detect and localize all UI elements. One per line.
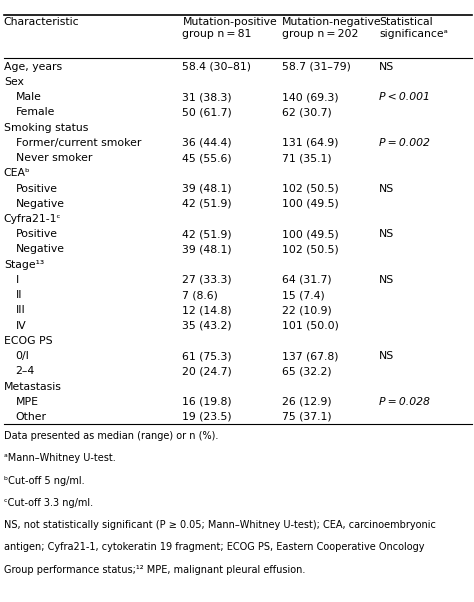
Text: Female: Female	[16, 107, 55, 117]
Text: I: I	[16, 275, 19, 285]
Text: 45 (55.6): 45 (55.6)	[182, 153, 232, 163]
Text: Data presented as median (range) or n (%).: Data presented as median (range) or n (%…	[4, 431, 218, 441]
Text: Former/current smoker: Former/current smoker	[16, 138, 141, 148]
Text: 12 (14.8): 12 (14.8)	[182, 305, 232, 315]
Text: Positive: Positive	[16, 229, 58, 239]
Text: MPE: MPE	[16, 397, 39, 407]
Text: Positive: Positive	[16, 184, 58, 194]
Text: P < 0.001: P < 0.001	[379, 92, 430, 102]
Text: 140 (69.3): 140 (69.3)	[282, 92, 338, 102]
Text: 62 (30.7): 62 (30.7)	[282, 107, 332, 117]
Text: 75 (37.1): 75 (37.1)	[282, 412, 332, 422]
Text: NS: NS	[379, 275, 394, 285]
Text: Negative: Negative	[16, 244, 64, 255]
Text: NS: NS	[379, 351, 394, 361]
Text: Age, years: Age, years	[4, 62, 62, 72]
Text: Mutation-negative
group n = 202: Mutation-negative group n = 202	[282, 17, 382, 39]
Text: 101 (50.0): 101 (50.0)	[282, 321, 339, 330]
Text: 39 (48.1): 39 (48.1)	[182, 244, 232, 255]
Text: NS: NS	[379, 184, 394, 194]
Text: 58.4 (30–81): 58.4 (30–81)	[182, 62, 252, 72]
Text: Other: Other	[16, 412, 46, 422]
Text: NS: NS	[379, 229, 394, 239]
Text: NS, not statistically significant (P ≥ 0.05; Mann–Whitney U-test); CEA, carcinoe: NS, not statistically significant (P ≥ 0…	[4, 520, 436, 530]
Text: 0/I: 0/I	[16, 351, 29, 361]
Text: 65 (32.2): 65 (32.2)	[282, 366, 332, 376]
Text: 39 (48.1): 39 (48.1)	[182, 184, 232, 194]
Text: ᵇCut-off 5 ng/ml.: ᵇCut-off 5 ng/ml.	[4, 476, 84, 486]
Text: Male: Male	[16, 92, 42, 102]
Text: 36 (44.4): 36 (44.4)	[182, 138, 232, 148]
Text: Statistical
significanceᵃ: Statistical significanceᵃ	[379, 17, 448, 39]
Text: 31 (38.3): 31 (38.3)	[182, 92, 232, 102]
Text: 100 (49.5): 100 (49.5)	[282, 199, 339, 209]
Text: Group performance status;¹² MPE, malignant pleural effusion.: Group performance status;¹² MPE, maligna…	[4, 565, 305, 575]
Text: 22 (10.9): 22 (10.9)	[282, 305, 332, 315]
Text: 100 (49.5): 100 (49.5)	[282, 229, 339, 239]
Text: antigen; Cyfra21-1, cytokeratin 19 fragment; ECOG PS, Eastern Cooperative Oncolo: antigen; Cyfra21-1, cytokeratin 19 fragm…	[4, 542, 424, 553]
Text: Metastasis: Metastasis	[4, 382, 62, 391]
Text: Cyfra21-1ᶜ: Cyfra21-1ᶜ	[4, 214, 61, 224]
Text: P = 0.002: P = 0.002	[379, 138, 430, 148]
Text: 26 (12.9): 26 (12.9)	[282, 397, 332, 407]
Text: Negative: Negative	[16, 199, 64, 209]
Text: 20 (24.7): 20 (24.7)	[182, 366, 232, 376]
Text: Never smoker: Never smoker	[16, 153, 92, 163]
Text: III: III	[16, 305, 26, 315]
Text: 131 (64.9): 131 (64.9)	[282, 138, 338, 148]
Text: 50 (61.7): 50 (61.7)	[182, 107, 232, 117]
Text: 58.7 (31–79): 58.7 (31–79)	[282, 62, 351, 72]
Text: Characteristic: Characteristic	[4, 17, 80, 28]
Text: 27 (33.3): 27 (33.3)	[182, 275, 232, 285]
Text: 61 (75.3): 61 (75.3)	[182, 351, 232, 361]
Text: Mutation-positive
group n = 81: Mutation-positive group n = 81	[182, 17, 277, 39]
Text: Stage¹³: Stage¹³	[4, 259, 44, 270]
Text: 2–4: 2–4	[16, 366, 35, 376]
Text: CEAᵇ: CEAᵇ	[4, 169, 30, 178]
Text: 137 (67.8): 137 (67.8)	[282, 351, 338, 361]
Text: 19 (23.5): 19 (23.5)	[182, 412, 232, 422]
Text: 71 (35.1): 71 (35.1)	[282, 153, 332, 163]
Text: 42 (51.9): 42 (51.9)	[182, 229, 232, 239]
Text: ECOG PS: ECOG PS	[4, 336, 53, 346]
Text: 42 (51.9): 42 (51.9)	[182, 199, 232, 209]
Text: ᶜCut-off 3.3 ng/ml.: ᶜCut-off 3.3 ng/ml.	[4, 498, 93, 508]
Text: 102 (50.5): 102 (50.5)	[282, 184, 339, 194]
Text: 102 (50.5): 102 (50.5)	[282, 244, 339, 255]
Text: P = 0.028: P = 0.028	[379, 397, 430, 407]
Text: Smoking status: Smoking status	[4, 123, 88, 132]
Text: II: II	[16, 290, 22, 300]
Text: Sex: Sex	[4, 77, 24, 87]
Text: 16 (19.8): 16 (19.8)	[182, 397, 232, 407]
Text: NS: NS	[379, 62, 394, 72]
Text: 64 (31.7): 64 (31.7)	[282, 275, 332, 285]
Text: IV: IV	[16, 321, 27, 330]
Text: 7 (8.6): 7 (8.6)	[182, 290, 219, 300]
Text: ᵃMann–Whitney U-test.: ᵃMann–Whitney U-test.	[4, 453, 116, 464]
Text: 35 (43.2): 35 (43.2)	[182, 321, 232, 330]
Text: 15 (7.4): 15 (7.4)	[282, 290, 325, 300]
